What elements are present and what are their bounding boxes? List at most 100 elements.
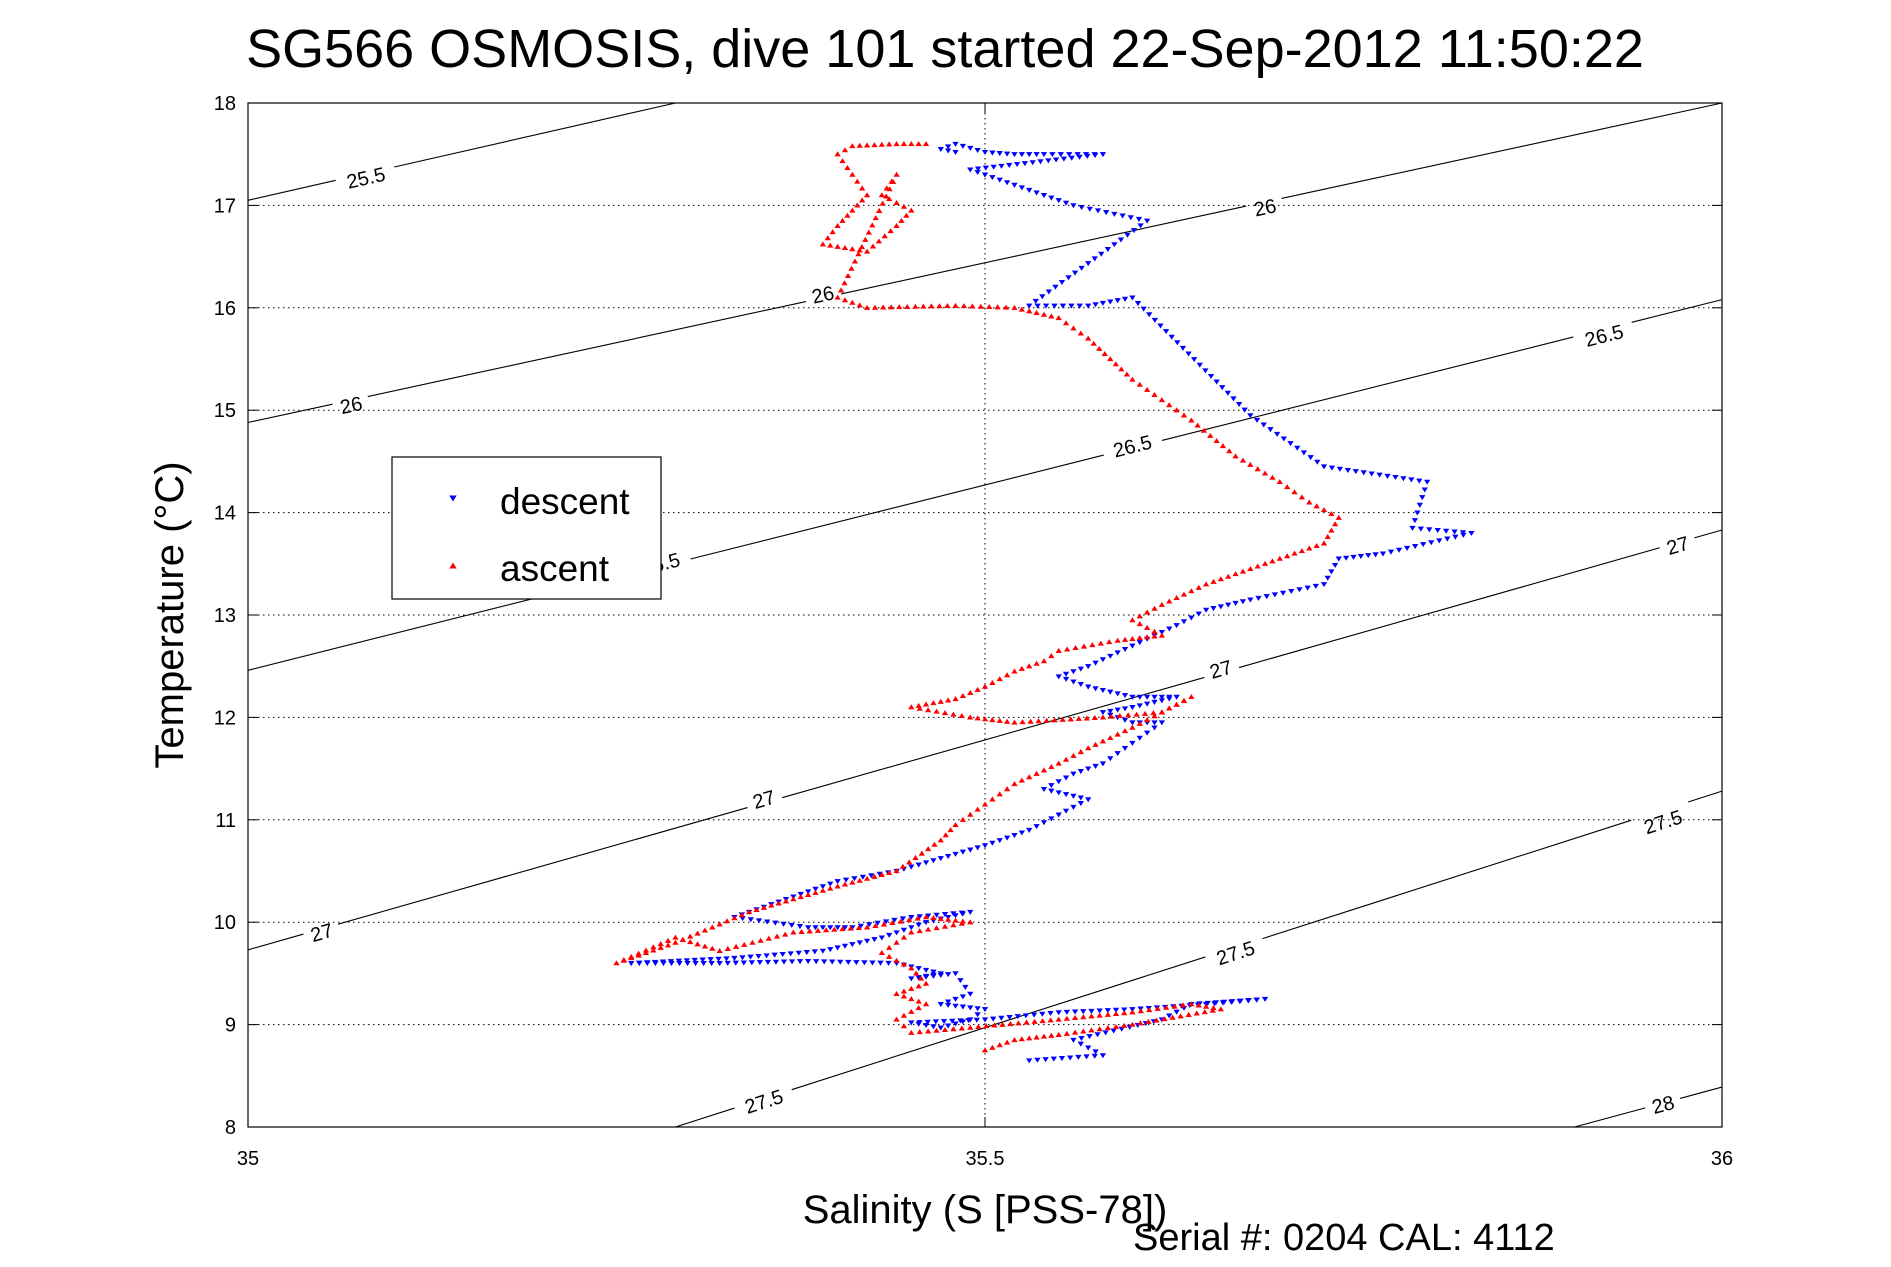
data-point-descent [683,958,690,964]
data-point-ascent [996,717,1003,723]
data-point-descent [959,143,967,149]
data-point-descent [827,925,834,931]
data-point-ascent [687,939,694,945]
data-point-descent [1420,542,1427,548]
data-point-ascent [824,235,831,241]
data-point-descent [1006,1014,1013,1020]
data-point-descent [932,1019,940,1025]
data-point-descent [1026,187,1033,193]
data-point-descent [1092,660,1099,666]
data-point-ascent [1018,777,1025,783]
data-point-ascent [1158,397,1166,403]
data-point-descent [1384,473,1391,479]
data-point-descent [1180,619,1188,625]
data-point-descent [1021,161,1029,167]
data-point-descent [1107,708,1114,714]
data-point-descent [1103,210,1110,216]
data-point-descent [952,141,959,147]
data-point-ascent [977,303,984,309]
data-point-descent [1107,756,1114,762]
data-point-descent [1077,682,1084,688]
data-point-ascent [1018,306,1025,312]
data-point-descent [861,960,868,966]
data-point-descent [1055,198,1062,204]
data-point-ascent [936,303,943,309]
data-point-ascent [941,923,949,929]
data-point-ascent [1180,412,1188,418]
data-point-descent [974,1012,981,1018]
data-point-ascent [1088,1013,1095,1019]
data-point-ascent [1121,636,1129,642]
data-point-ascent [1146,1007,1153,1013]
data-point-ascent [849,171,856,177]
data-point-ascent [900,988,908,994]
data-point-ascent [974,715,981,721]
data-point-descent [1217,604,1224,610]
data-point-ascent [1101,350,1108,356]
data-point-descent [1403,545,1411,551]
data-point-ascent [1063,1030,1071,1036]
data-point-descent [1085,303,1092,309]
data-point-descent [871,937,878,943]
data-point-ascent [1011,668,1018,674]
data-point-descent [1099,657,1107,663]
data-point-ascent [900,934,908,940]
data-point-descent [937,972,944,979]
data-point-descent [989,150,996,156]
data-point-ascent [908,1029,915,1035]
density-contour-line [394,102,676,168]
data-point-ascent [1151,605,1158,611]
data-point-ascent [872,215,879,221]
data-point-descent [652,961,659,967]
data-point-descent [1067,1055,1074,1061]
data-point-ascent [918,850,925,856]
data-point-ascent [878,871,885,877]
data-point-descent [1419,495,1426,501]
data-point-descent [684,961,691,967]
data-point-descent [1114,751,1121,757]
data-point-descent [787,951,794,957]
data-point-ascent [1219,443,1227,449]
data-point-ascent [1276,478,1283,484]
data-point-ascent [875,238,883,244]
data-point-ascent [893,222,900,228]
data-point-descent [1104,1008,1111,1014]
data-point-descent [1411,518,1419,524]
data-point-descent [1260,422,1267,428]
data-point-ascent [967,1024,974,1030]
data-point-ascent [981,1047,989,1053]
data-point-ascent [1023,1019,1030,1025]
data-point-ascent [1143,634,1151,640]
data-point-descent [1107,689,1114,695]
data-point-ascent [958,920,965,926]
data-point-ascent [916,928,923,934]
data-point-ascent [1129,1009,1136,1015]
data-point-descent [1352,469,1359,475]
data-point-descent [715,956,722,962]
data-point-descent [740,960,747,966]
data-point-ascent [1213,438,1220,444]
data-point-ascent [849,299,856,305]
data-point-ascent [834,243,841,249]
data-point-ascent [829,229,836,235]
data-point-ascent [844,212,851,218]
data-point-ascent [904,303,911,309]
data-point-descent [780,959,788,965]
data-point-descent [1416,502,1423,508]
data-point-descent [1376,472,1383,478]
data-point-ascent [757,937,764,943]
data-point-ascent [893,199,900,205]
data-point-ascent [930,700,937,706]
data-point-ascent [1070,752,1077,758]
data-point-ascent [1239,457,1247,463]
data-point-ascent [922,980,930,986]
data-point-descent [764,919,771,925]
data-point-descent [1158,720,1166,726]
data-point-descent [1075,1054,1082,1060]
data-point-ascent [1003,1039,1011,1045]
data-point-descent [1070,669,1077,675]
data-point-descent [996,151,1003,157]
data-point-ascent [1158,709,1166,715]
data-point-descent [1143,694,1151,700]
data-point-ascent [1040,311,1048,317]
